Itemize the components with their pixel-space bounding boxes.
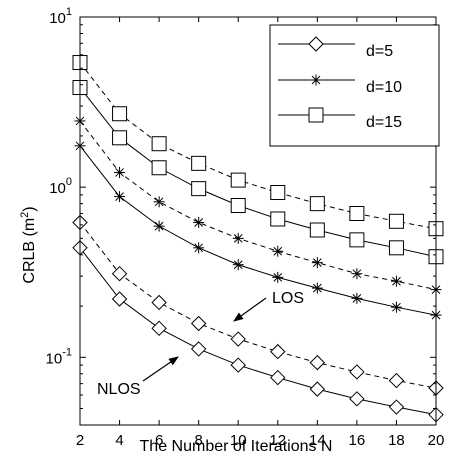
data-point-star xyxy=(272,271,284,283)
nlos-label: NLOS xyxy=(97,381,141,398)
data-point-star xyxy=(232,232,244,244)
data-point-square xyxy=(112,130,128,146)
data-point-square xyxy=(230,198,246,214)
los-arrow xyxy=(233,297,267,322)
data-point-diamond xyxy=(151,320,167,337)
x-tick-label: 20 xyxy=(428,432,445,449)
nlos-arrow xyxy=(142,356,179,382)
plot-area-frame xyxy=(79,16,437,426)
data-point-square xyxy=(349,206,365,222)
y-tick-label: 101 xyxy=(49,6,72,27)
x-tick-label: 14 xyxy=(309,432,326,449)
data-point-square xyxy=(230,172,246,188)
legend-marker-square xyxy=(308,107,324,123)
data-point-diamond xyxy=(270,343,286,360)
series-line-d5-dashed xyxy=(79,222,437,389)
data-point-diamond xyxy=(270,369,286,386)
data-point-star xyxy=(153,196,165,208)
data-point-diamond xyxy=(309,354,326,371)
series-line-d10-solid xyxy=(79,145,437,316)
data-point-star xyxy=(272,245,284,257)
x-tick-labels: 2 4 6 8 10 12 14 16 18 20 xyxy=(76,432,445,449)
data-point-star xyxy=(193,216,205,228)
y-tick-labels: 10-1 100 101 xyxy=(46,6,72,367)
legend-label-d10: d=10 xyxy=(366,79,402,96)
data-point-square xyxy=(151,136,167,152)
data-point-star xyxy=(114,166,126,178)
data-point-star xyxy=(390,301,402,313)
los-label: LOS xyxy=(272,290,304,307)
series-layer xyxy=(79,62,437,416)
x-tick-label: 6 xyxy=(155,432,163,449)
data-point-star xyxy=(114,191,126,203)
x-tick-label: 18 xyxy=(388,432,405,449)
data-point-square xyxy=(151,160,167,176)
axis-ticks xyxy=(79,16,437,426)
series-line-d15-dashed xyxy=(79,62,437,230)
data-point-diamond xyxy=(349,364,365,380)
data-point-star xyxy=(311,257,323,269)
data-point-square xyxy=(349,232,365,248)
data-point-square xyxy=(270,211,286,227)
legend-marker-diamond xyxy=(308,36,324,52)
data-point-diamond xyxy=(190,315,207,332)
series-line-d15-solid xyxy=(79,87,437,258)
series-line-d10-dashed xyxy=(79,120,437,291)
data-point-star xyxy=(311,282,323,294)
data-point-diamond xyxy=(151,294,167,311)
legend: d=5 d=10 d=15 xyxy=(269,24,440,147)
data-point-square xyxy=(388,240,404,256)
data-point-diamond xyxy=(309,381,326,397)
data-point-square xyxy=(191,155,207,171)
x-tick-label: 4 xyxy=(115,432,123,449)
legend-box xyxy=(269,24,440,147)
legend-label-d15: d=15 xyxy=(366,114,402,131)
y-tick-label: 10-1 xyxy=(46,346,72,367)
marker-layer xyxy=(72,55,444,423)
x-tick-label: 2 xyxy=(76,432,84,449)
los-annotation: LOS xyxy=(233,290,304,322)
x-tick-label: 12 xyxy=(269,432,286,449)
x-tick-label: 10 xyxy=(230,432,247,449)
data-point-diamond xyxy=(111,291,128,307)
data-point-square xyxy=(309,222,325,238)
data-point-square xyxy=(270,185,286,201)
data-point-square xyxy=(309,196,325,212)
y-axis-label: CRLB (m2) xyxy=(19,206,38,283)
data-point-star xyxy=(193,242,205,254)
series-line-d5-solid xyxy=(79,247,437,416)
data-point-square xyxy=(388,213,404,229)
data-point-diamond xyxy=(388,399,405,415)
data-point-square xyxy=(191,181,207,197)
x-tick-label: 8 xyxy=(194,432,202,449)
data-point-diamond xyxy=(111,265,128,282)
nlos-annotation: NLOS xyxy=(97,356,179,398)
x-axis-label: The Number of Iterations N xyxy=(140,438,333,455)
data-point-diamond xyxy=(349,391,365,407)
data-point-star xyxy=(232,259,244,271)
legend-marker-star xyxy=(310,74,322,86)
x-tick-label: 16 xyxy=(349,432,366,449)
data-point-star xyxy=(390,275,402,287)
legend-label-d5: d=5 xyxy=(366,43,393,60)
y-tick-label: 100 xyxy=(49,176,72,197)
data-point-star xyxy=(153,220,165,232)
data-point-diamond xyxy=(388,372,405,389)
data-point-star xyxy=(351,268,363,280)
data-point-star xyxy=(351,292,363,304)
data-point-diamond xyxy=(230,357,246,373)
data-point-diamond xyxy=(230,331,246,347)
data-point-square xyxy=(112,106,128,122)
data-point-diamond xyxy=(190,341,207,357)
